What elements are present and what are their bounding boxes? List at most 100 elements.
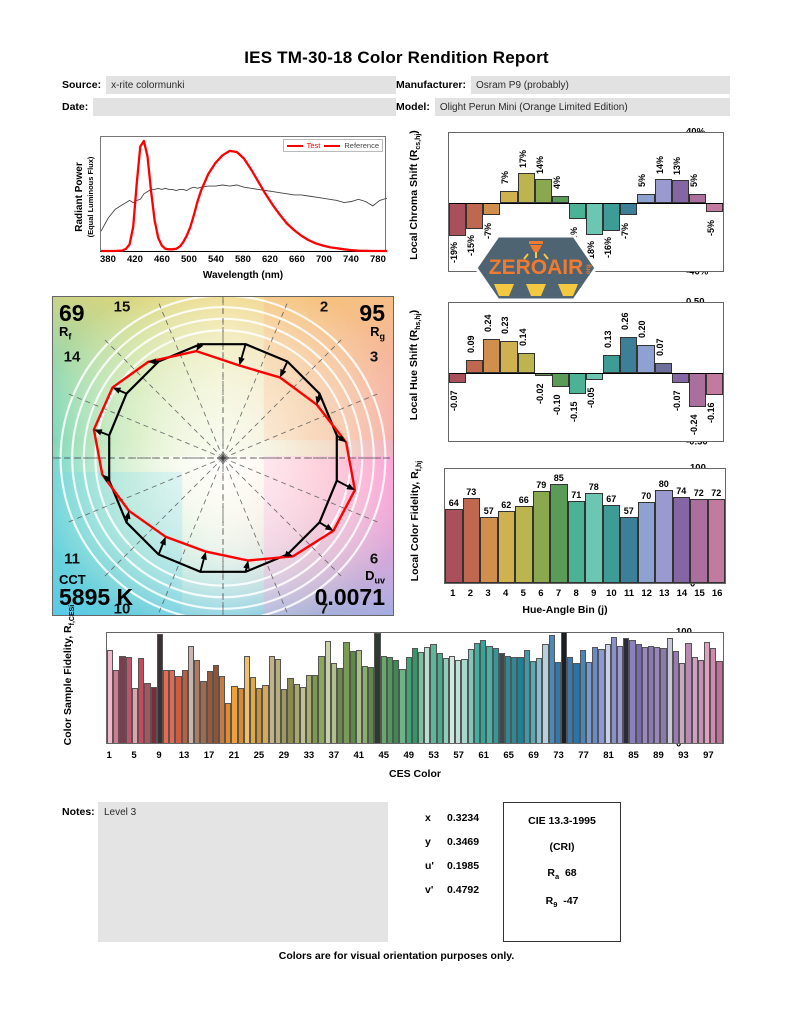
model-input[interactable]: Olight Perun Mini (Orange Limited Editio…	[434, 98, 730, 116]
ces-bar	[274, 659, 282, 743]
hue-bar-slot: 0.13	[603, 303, 621, 441]
chroma-y-axis-label: Local Chroma Shift (Rcs,hj)	[407, 130, 423, 260]
ces-bar	[442, 657, 450, 743]
spd-legend: Test Reference	[282, 139, 383, 152]
ces-bar	[604, 644, 611, 743]
ces-bar	[119, 655, 126, 743]
ces-bar	[349, 651, 356, 743]
logo-wordmark: ZEROAIR	[489, 256, 584, 279]
ces-bar	[685, 643, 692, 743]
hue-bar	[603, 354, 621, 373]
logo-suffix: .org	[586, 264, 592, 276]
fidelity-bar-label: 80	[658, 479, 669, 490]
spd-y-axis-label: Radiant Power (Equal Luminous Flux)	[74, 156, 95, 238]
hue-bar	[705, 373, 723, 396]
cri-r9-value: -47	[563, 895, 579, 908]
ces-x-axis-label: CES Color	[389, 768, 441, 780]
cvg-canvas	[53, 297, 393, 615]
ces-bar	[330, 663, 338, 743]
chroma-bar-slot: 14%	[534, 133, 552, 271]
ces-bar	[181, 670, 188, 743]
cvg-bin-number: 11	[64, 550, 80, 568]
hue-bar	[517, 353, 535, 373]
chroma-bar-slot: 17%	[517, 133, 535, 271]
date-label: Date:	[62, 101, 89, 113]
cvg-bin-number: 10	[113, 600, 131, 616]
page-title: IES TM-30-18 Color Rendition Report	[244, 48, 549, 67]
date-input[interactable]	[93, 98, 396, 116]
ces-x-tick: 65	[503, 750, 514, 761]
ces-bar	[486, 645, 493, 743]
hue-bar-label: 0.24	[483, 314, 494, 333]
chroma-bar-label: 14%	[534, 155, 545, 174]
manufacturer-input[interactable]: Osram P9 (probably)	[471, 76, 730, 94]
ces-bar	[250, 676, 257, 743]
fidelity-x-tick: 7	[555, 588, 562, 599]
fidelity-bar-slot: 57	[480, 469, 498, 583]
fidelity-bar-label: 57	[483, 505, 494, 516]
ces-bar	[312, 674, 319, 743]
cvg-bin-number: 15	[113, 298, 131, 316]
ces-x-tick: 73	[553, 750, 564, 761]
ces-x-tick: 53	[428, 750, 440, 761]
cie-coord-row: v' 0.4792	[425, 884, 515, 896]
ces-bar	[107, 650, 114, 743]
ces-x-ticks: 1 5 9 13 17 21 25 29 33 37 41 45 49 53 57 61 65 69 73 77 81 8…	[106, 750, 724, 764]
fidelity-bar-label: 67	[606, 494, 617, 505]
fidelity-bar	[532, 491, 550, 583]
spd-x-tick: 380	[100, 254, 116, 265]
ces-bar	[194, 660, 201, 743]
chroma-bar	[603, 203, 621, 231]
fidelity-bar-label: 72	[711, 488, 722, 499]
fidelity-bar	[567, 500, 585, 583]
chroma-bar	[654, 178, 672, 203]
ces-bar	[343, 642, 350, 743]
chroma-bar-label: 5%	[637, 173, 648, 187]
hue-bar-label: -0.05	[586, 387, 596, 409]
header-row-2: Date: Model: Olight Perun Mini (Orange L…	[62, 98, 730, 116]
ces-plot-area	[106, 632, 724, 744]
ces-bar	[374, 633, 381, 743]
hue-bar	[688, 373, 706, 407]
ces-x-tick: 57	[453, 750, 464, 761]
cie-coord-value: 0.4792	[447, 884, 480, 896]
ces-bar	[716, 661, 723, 743]
ces-x-tick: 33	[303, 750, 315, 761]
chroma-bar-slot: -16%	[603, 133, 621, 271]
chroma-bar-label: 13%	[671, 157, 682, 176]
ces-bars	[107, 632, 723, 743]
fidelity-x-tick: 2	[467, 588, 474, 599]
ces-bar	[156, 634, 163, 743]
fidelity-bar	[585, 492, 603, 583]
ces-bar	[368, 666, 375, 743]
cvg-bin-number: 3	[369, 348, 379, 366]
chroma-bar	[500, 190, 518, 203]
ces-bar	[672, 651, 680, 743]
ces-bar	[206, 671, 213, 743]
chroma-bar	[637, 194, 655, 203]
spd-curves	[99, 139, 389, 253]
legend-label-test: Test	[306, 141, 321, 150]
ces-bar	[187, 645, 195, 743]
ces-bar	[417, 652, 425, 743]
fidelity-x-tick: 10	[606, 588, 617, 599]
fidelity-bar-slot: 62	[497, 469, 515, 583]
fidelity-bar-label: 74	[676, 486, 687, 497]
chroma-bar-slot: 4%	[551, 133, 569, 271]
source-input[interactable]: x-rite colormunki	[106, 76, 396, 94]
notes-input[interactable]: Level 3	[98, 802, 388, 942]
fidelity-bar-slot: 74	[672, 469, 690, 583]
ces-bar	[169, 670, 176, 743]
ces-bar	[548, 635, 555, 743]
ces-bar	[411, 647, 418, 743]
ces-bar	[162, 670, 170, 743]
ces-bar	[449, 655, 456, 743]
date-field: Date:	[62, 98, 396, 116]
ces-bar	[498, 653, 505, 743]
hue-bar-label: -0.10	[551, 394, 562, 416]
chroma-bar-slot: -5%	[705, 133, 723, 271]
fidelity-x-tick: 11	[624, 588, 635, 599]
legend-line-reference	[324, 144, 341, 147]
duv-label: Duv	[365, 568, 385, 586]
